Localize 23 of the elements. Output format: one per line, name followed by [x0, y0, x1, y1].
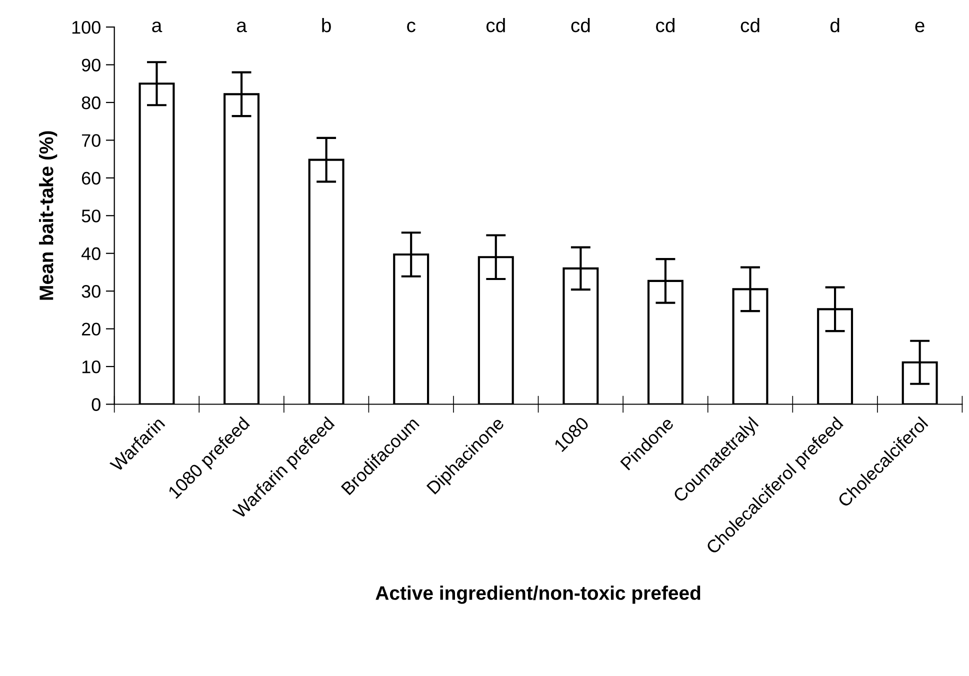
y-tick-label: 20	[82, 322, 100, 336]
y-tick-label: 0	[92, 398, 100, 411]
y-tick-label: 40	[81, 247, 100, 260]
annotation: c	[407, 22, 416, 32]
y-axis-title: Mean bait-take (%)	[39, 131, 58, 300]
annotation: cd	[486, 18, 505, 32]
annotation: e	[915, 22, 924, 32]
annotation: a	[236, 22, 247, 32]
y-tick-label: 50	[82, 210, 100, 222]
y-tick-label: 10	[82, 360, 100, 374]
annotation: d	[830, 18, 840, 32]
y-tick-label: 80	[82, 96, 100, 110]
y-tick-label: 90	[82, 58, 100, 72]
y-tick-label: 100	[72, 20, 100, 34]
annotation: cd	[571, 18, 590, 32]
x-axis-title: Active ingredient/non-toxic prefeed	[376, 586, 700, 604]
y-tick-label: 70	[82, 134, 100, 147]
annotation: cd	[656, 18, 674, 32]
y-tick-label: 30	[82, 285, 100, 298]
y-tick-label: 60	[82, 172, 100, 185]
annotation: a	[152, 22, 162, 32]
annotation: b	[322, 18, 331, 32]
annotation: cd	[740, 18, 760, 32]
